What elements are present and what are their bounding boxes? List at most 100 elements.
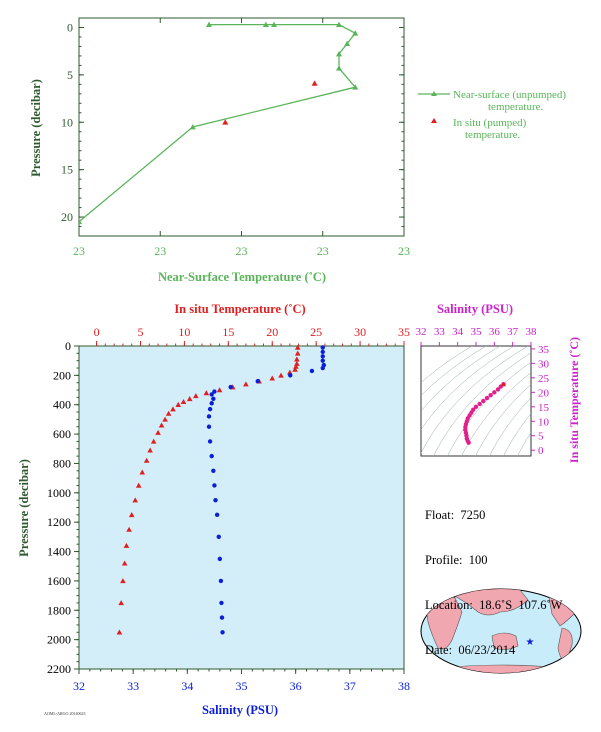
temperature-point	[293, 363, 299, 369]
profile-y-tick-label: 800	[53, 456, 71, 470]
temp-x-tick-label: 30	[354, 325, 366, 339]
inset-x-tick-label: 36	[489, 326, 501, 338]
temperature-point	[143, 457, 150, 463]
inset-x-tick-label: 37	[507, 326, 519, 338]
salinity-point	[255, 379, 260, 384]
legend-triangle-green	[431, 91, 437, 96]
temp-x-tick-label: 20	[266, 325, 278, 339]
near-surface-point	[344, 40, 351, 46]
density-contour	[421, 346, 529, 454]
temp-x-tick-label: 35	[398, 325, 410, 339]
temperature-point	[158, 422, 165, 428]
top-x-tick-label: 23	[73, 244, 85, 258]
inset-x-tick-label: 33	[434, 326, 446, 338]
salinity-point	[209, 401, 214, 406]
float-location-marker: ★	[526, 637, 535, 648]
temp-x-tick-label: 5	[137, 325, 143, 339]
salinity-point	[320, 354, 325, 359]
top-series-group	[79, 21, 359, 225]
salinity-point	[211, 468, 216, 473]
in-situ-point	[311, 80, 318, 86]
float-id: Float: 7250	[425, 508, 486, 522]
temperature-point	[292, 366, 298, 372]
legend-near-surface: Near-surface (unpumped) temperature.	[453, 89, 569, 113]
sal-x-tick-label: 32	[73, 679, 85, 693]
temperature-point	[193, 393, 199, 399]
salinity-point	[214, 512, 220, 518]
salinity-point	[217, 556, 223, 562]
legend-triangle-red	[431, 118, 437, 123]
density-contour	[421, 346, 501, 412]
footnote: AOML-ARGO 20140623	[44, 711, 85, 716]
ts-surface-point	[501, 381, 506, 387]
temperature-point	[269, 375, 276, 381]
sal-x-tick-label: 35	[236, 679, 248, 693]
top-chart-legend: Near-surface (unpumped) temperature. In …	[418, 89, 569, 141]
near-surface-point	[271, 21, 277, 28]
temperature-point	[294, 360, 300, 366]
temperature-point	[294, 356, 300, 362]
world-map: ★	[420, 588, 582, 674]
top-x-tick-label: 23	[154, 244, 166, 258]
top-y-tick-label: 5	[67, 68, 73, 82]
top-y-tick-label: 15	[61, 163, 73, 177]
sal-x-tick-label: 38	[398, 679, 410, 693]
in-situ-point	[222, 119, 229, 125]
top-x-tick-label: 23	[317, 244, 329, 258]
ts-point	[492, 390, 497, 395]
temperature-point	[118, 600, 124, 606]
near-surface-point	[206, 21, 212, 28]
ts-point	[466, 440, 471, 445]
top-y-tick-label: 20	[61, 210, 73, 224]
temp-x-tick-label: 0	[94, 325, 100, 339]
salinity-point	[212, 483, 217, 488]
temp-x-tick-label: 25	[310, 325, 322, 339]
profile-y-tick-label: 200	[53, 368, 71, 382]
profile-y-tick-label: 600	[53, 427, 71, 441]
near-surface-point	[262, 21, 269, 28]
density-contour	[517, 432, 531, 456]
salinity-point	[320, 365, 325, 371]
temperature-point	[186, 396, 193, 402]
salinity-point	[209, 453, 214, 459]
top-chart-xlabel: Near-Surface Temperature (˚C)	[158, 270, 326, 284]
legend-in-situ-line2: temperature.	[465, 129, 521, 141]
inset-y-tick-label: 30	[538, 358, 550, 370]
near-surface-point	[189, 124, 196, 130]
density-contour	[475, 384, 531, 456]
float-info: Float: 7250 Profile: 100 Location: 18.6˚…	[425, 478, 562, 673]
temperature-point	[116, 629, 123, 635]
profile-y-tick-label: 0	[65, 339, 71, 353]
temperature-point	[170, 406, 176, 412]
salinity-point	[209, 392, 214, 397]
profile-top-xlabel: In situ Temperature (˚C)	[174, 302, 305, 316]
inset-x-tick-label: 34	[452, 326, 464, 338]
temperature-point	[165, 410, 172, 416]
inset-y-tick-label: 15	[538, 402, 550, 414]
salinity-point	[206, 414, 212, 419]
top-plot-frame	[78, 17, 405, 237]
salinity-point	[213, 497, 218, 503]
top-x-tick-label: 23	[398, 244, 410, 258]
temperature-point	[243, 381, 249, 387]
sal-x-tick-label: 37	[344, 679, 356, 693]
salinity-point	[219, 615, 225, 620]
profile-y-tick-label: 1400	[47, 545, 71, 559]
map-australia	[491, 632, 519, 650]
salinity-point	[218, 578, 224, 584]
density-contour	[421, 346, 487, 397]
temperature-point	[147, 447, 153, 453]
temperature-point	[180, 398, 187, 405]
salinity-point	[211, 396, 216, 402]
legend-near-surface-line2: temperature.	[488, 101, 544, 113]
temperature-point	[162, 416, 168, 422]
near-surface-point	[79, 218, 82, 225]
temperature-point	[203, 390, 210, 396]
top-chart-ylabel: Pressure (decibar)	[29, 79, 43, 177]
profile-y-tick-label: 1000	[47, 486, 71, 500]
salinity-point	[320, 358, 325, 363]
profile-number: Profile: 100	[425, 553, 488, 567]
date: Date: 06/23/2014	[425, 643, 516, 657]
inset-x-tick-label: 32	[416, 326, 427, 338]
